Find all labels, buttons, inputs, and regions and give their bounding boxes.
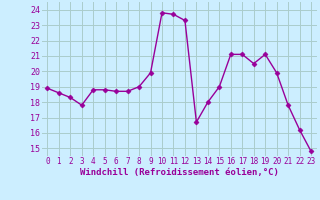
X-axis label: Windchill (Refroidissement éolien,°C): Windchill (Refroidissement éolien,°C) xyxy=(80,168,279,177)
